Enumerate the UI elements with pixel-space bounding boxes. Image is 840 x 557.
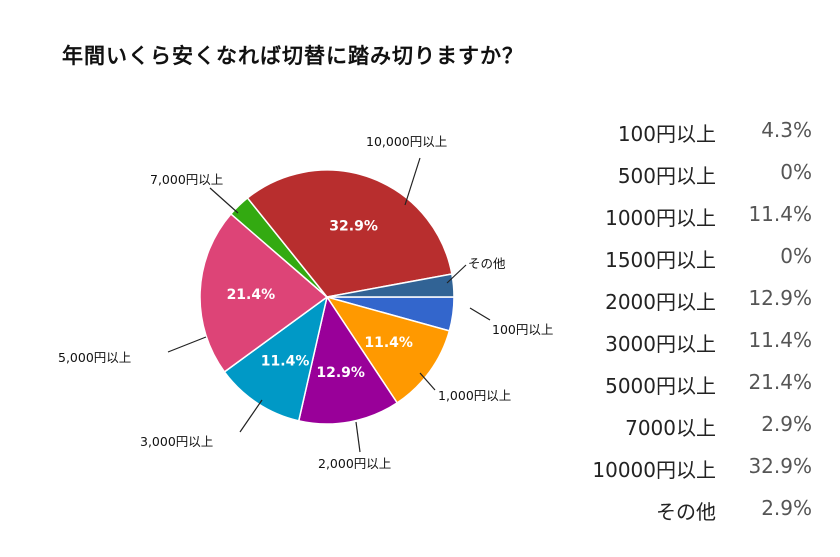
row-label: その他 xyxy=(656,500,716,524)
pie-slice xyxy=(246,169,453,298)
slice-value-label: 11.4% xyxy=(364,335,413,351)
leader-line xyxy=(469,307,491,321)
row-label: 500円以上 xyxy=(617,164,716,188)
row-label: 1500円以上 xyxy=(605,248,716,272)
row-percent: 11.4% xyxy=(748,328,812,352)
leader-line xyxy=(404,157,421,206)
value-table: 100円以上 4.3% 500円以上 0% 1000円以上 11.4% 1500円以上… xyxy=(560,110,820,530)
leader-line xyxy=(209,187,239,214)
slice-value-label: 12.9% xyxy=(316,365,365,381)
slice-category-label: 5,000円以上 xyxy=(58,350,131,365)
pie-chart: 11.4% 12.9% 11.4% 21.4% 32.9% 100円以上 1,000円以上 2… xyxy=(58,134,553,471)
leader-line xyxy=(167,336,207,353)
table-row: 10000円以上 32.9% xyxy=(560,446,820,488)
row-percent: 11.4% xyxy=(748,202,812,226)
table-row: その他 2.9% xyxy=(560,488,820,530)
slice-category-label: その他 xyxy=(468,256,506,271)
row-label: 1000円以上 xyxy=(605,206,716,230)
row-label: 10000円以上 xyxy=(592,458,716,482)
row-percent: 2.9% xyxy=(761,412,812,436)
row-percent: 4.3% xyxy=(761,118,812,142)
pie-slice xyxy=(199,212,329,373)
table-row: 1500円以上 0% xyxy=(560,236,820,278)
pie-slice xyxy=(297,295,399,425)
pie-slice xyxy=(325,295,451,404)
table-row: 1000円以上 11.4% xyxy=(560,194,820,236)
slice-category-label: 100円以上 xyxy=(492,322,553,337)
table-row: 7000以上 2.9% xyxy=(560,404,820,446)
table-row: 5000円以上 21.4% xyxy=(560,362,820,404)
chart-title: 年間いくら安くなれば切替に踏み切りますか？ xyxy=(62,44,524,68)
table-row: 3000円以上 11.4% xyxy=(560,320,820,362)
table-row: 100円以上 4.3% xyxy=(560,110,820,152)
pie-slice xyxy=(223,295,329,422)
slice-category-label: 2,000円以上 xyxy=(318,456,391,471)
row-percent: 0% xyxy=(780,160,812,184)
leader-line xyxy=(239,399,263,433)
slice-category-label: 3,000円以上 xyxy=(140,434,213,449)
slice-value-label: 11.4% xyxy=(261,354,310,370)
slice-category-label: 10,000円以上 xyxy=(366,134,447,149)
row-label: 2000円以上 xyxy=(605,290,716,314)
row-percent: 2.9% xyxy=(761,496,812,520)
row-label: 3000円以上 xyxy=(605,332,716,356)
row-label: 100円以上 xyxy=(617,122,716,146)
slice-value-label: 21.4% xyxy=(227,287,276,303)
row-label: 7000以上 xyxy=(625,416,716,440)
leader-line xyxy=(419,372,436,391)
table-row: 2000円以上 12.9% xyxy=(560,278,820,320)
slice-category-label: 1,000円以上 xyxy=(438,388,511,403)
slice-category-label: 7,000円以上 xyxy=(150,172,223,187)
leader-line xyxy=(355,421,361,453)
leader-line xyxy=(446,264,467,284)
row-percent: 0% xyxy=(780,244,812,268)
row-percent: 21.4% xyxy=(748,370,812,394)
row-label: 5000円以上 xyxy=(605,374,716,398)
slice-value-label: 32.9% xyxy=(329,219,378,235)
table-row: 500円以上 0% xyxy=(560,152,820,194)
row-percent: 32.9% xyxy=(748,454,812,478)
pie-slice xyxy=(326,273,455,298)
row-percent: 12.9% xyxy=(748,286,812,310)
